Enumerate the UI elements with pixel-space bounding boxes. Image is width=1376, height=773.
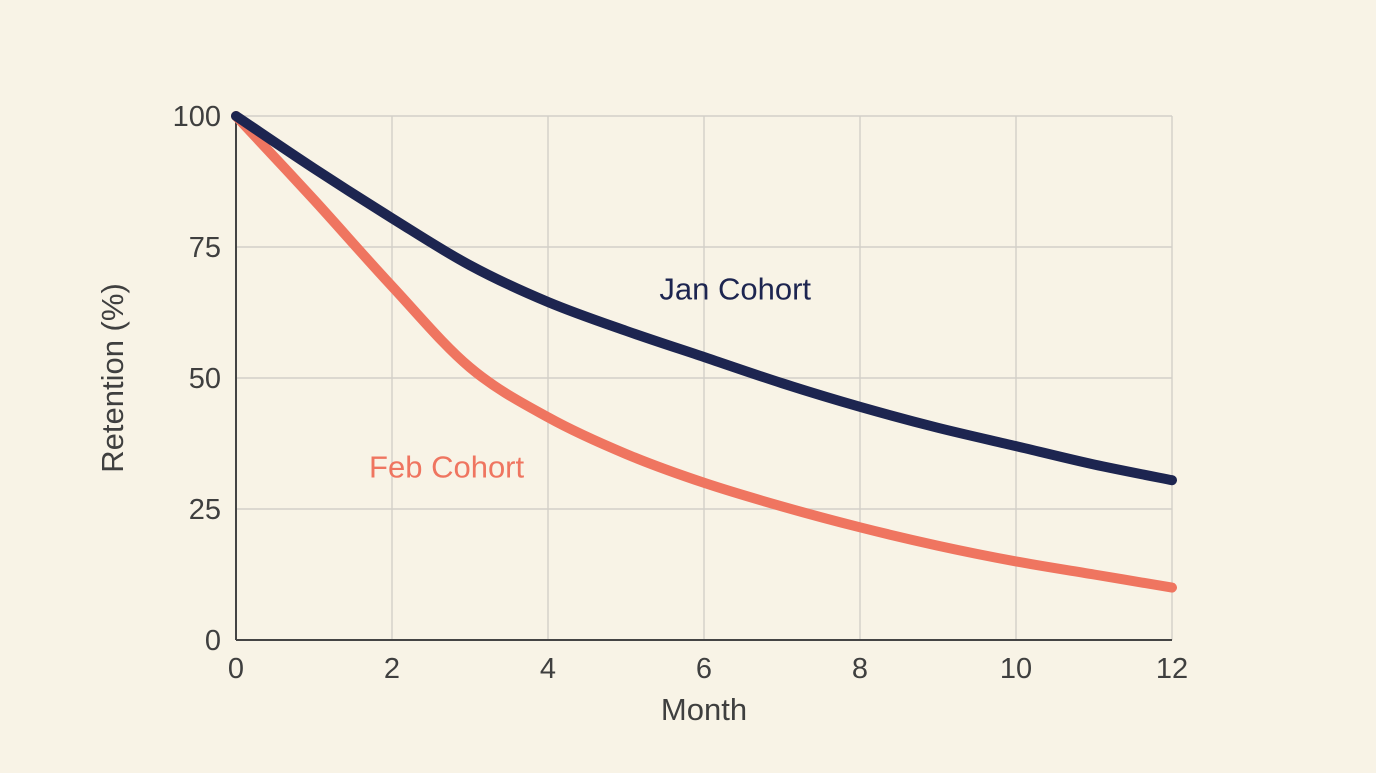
series-line-feb-cohort: [231, 111, 1177, 593]
x-tick-label: 0: [228, 653, 244, 685]
y-tick-labels: 0 25 50 75 100: [173, 101, 221, 657]
y-axis-title: Retention (%): [95, 283, 130, 473]
grid: [236, 115, 1173, 640]
series-lines: [231, 111, 1177, 593]
y-tick-label: 50: [189, 363, 221, 395]
axes: [235, 116, 1172, 641]
series-label-jan-cohort: Jan Cohort: [659, 271, 811, 306]
x-tick-label: 2: [384, 653, 400, 685]
x-tick-labels: 0 2 4 6 8 10 12: [228, 653, 1188, 685]
x-tick-label: 4: [540, 653, 556, 685]
y-tick-label: 100: [173, 101, 221, 133]
x-tick-label: 12: [1156, 653, 1188, 685]
series-line-jan-cohort: [231, 111, 1177, 486]
y-tick-label: 75: [189, 232, 221, 264]
series-labels: Jan Cohort Feb Cohort: [369, 271, 811, 484]
x-tick-label: 8: [852, 653, 868, 685]
x-tick-label: 10: [1000, 653, 1032, 685]
x-tick-label: 6: [696, 653, 712, 685]
y-tick-label: 0: [205, 625, 221, 657]
x-axis-title: Month: [661, 692, 747, 727]
series-label-feb-cohort: Feb Cohort: [369, 450, 524, 485]
y-tick-label: 25: [189, 494, 221, 526]
